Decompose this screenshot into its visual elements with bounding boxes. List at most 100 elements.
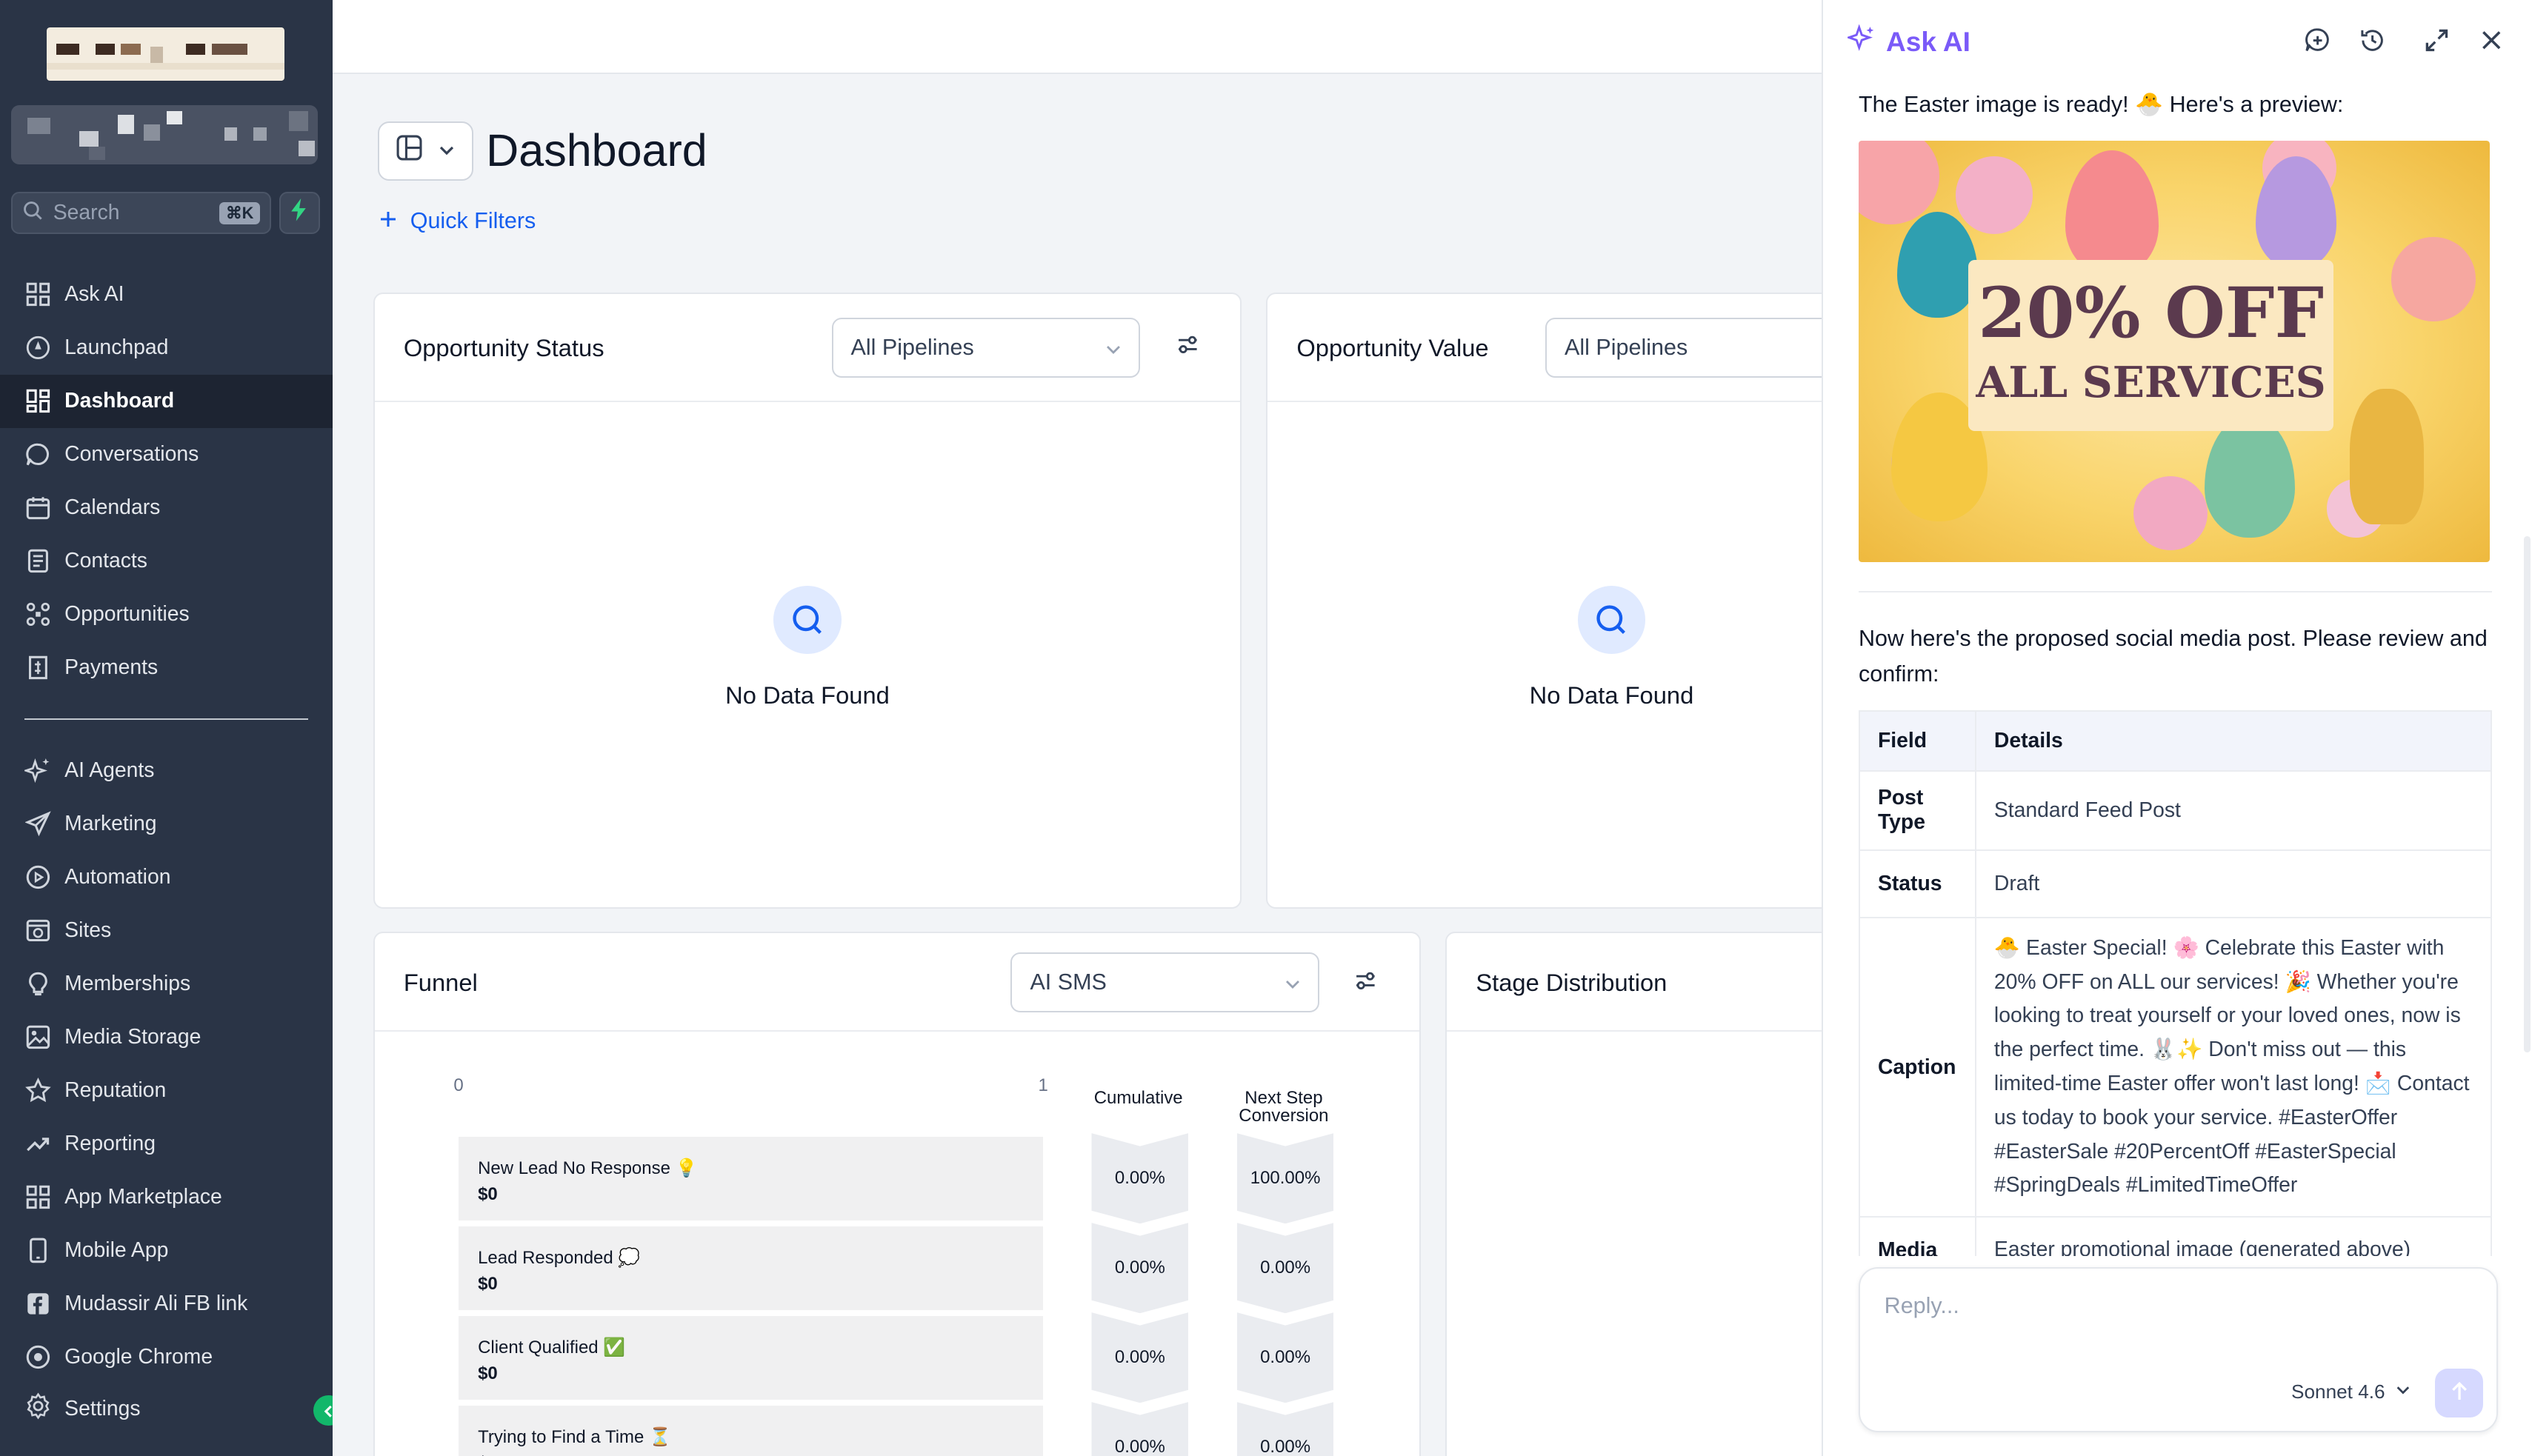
- globe-icon: [24, 917, 52, 944]
- funnel-stage[interactable]: Client Qualified ✅ $0: [458, 1315, 1044, 1400]
- sparkle-icon: [24, 757, 52, 784]
- sliders-icon[interactable]: [1353, 969, 1378, 1000]
- funnel-stage[interactable]: Trying to Find a Time ⏳ $0: [458, 1405, 1044, 1456]
- promo-banner: [1968, 259, 2333, 432]
- ai-panel-title: Ask AI: [1886, 26, 1970, 58]
- expand-icon[interactable]: [2421, 24, 2453, 57]
- contacts-icon: [24, 547, 52, 575]
- calendar-icon: [24, 494, 52, 521]
- sidebar-item-label: App Marketplace: [64, 1184, 222, 1209]
- select-value: All Pipelines: [1565, 335, 1688, 361]
- card-title: Stage Distribution: [1476, 968, 1668, 996]
- ask-ai-panel: Ask AI The Easter image is ready! 🐣 Here…: [1822, 0, 2532, 1456]
- funnel-stage[interactable]: New Lead No Response 💡 $0: [458, 1136, 1044, 1220]
- card-header: Funnel AI SMS: [374, 933, 1420, 1032]
- quick-action-button[interactable]: [279, 192, 320, 235]
- new-chat-icon[interactable]: [2301, 24, 2333, 57]
- sidebar-item-label: Calendars: [64, 495, 161, 520]
- ai-conversation[interactable]: The Easter image is ready! 🐣 Here's a pr…: [1823, 84, 2532, 1257]
- field-cell: Media: [1858, 1215, 1976, 1257]
- sidebar-item-media-storage[interactable]: Media Storage: [0, 1011, 333, 1064]
- opportunities-icon: [24, 601, 52, 628]
- page-title: Dashboard: [486, 124, 707, 176]
- sidebar-item-ask-ai[interactable]: Ask AI: [0, 268, 333, 321]
- details-cell: Standard Feed Post: [1974, 769, 2492, 852]
- search-shortcut: ⌘K: [219, 201, 261, 224]
- details-cell: Easter promotional image (generated abov…: [1974, 1215, 2492, 1257]
- sidebar-item-launchpad[interactable]: Launchpad: [0, 321, 333, 375]
- image-icon: [24, 1023, 52, 1051]
- sidebar: Search ⌘K Ask AI Launchpad Dashboard Conver…: [0, 0, 333, 1456]
- sidebar-item-mudassir-ali-fb-link[interactable]: Mudassir Ali FB link: [0, 1277, 333, 1330]
- sidebar-item-label: Launchpad: [64, 335, 169, 360]
- next-step-header: Next Step Conversion: [1230, 1089, 1337, 1125]
- close-icon[interactable]: [2476, 24, 2508, 57]
- model-selector[interactable]: Sonnet 4.6: [2291, 1380, 2411, 1403]
- send-icon: [24, 810, 52, 838]
- sidebar-item-opportunities[interactable]: Opportunities: [0, 588, 333, 641]
- reply-input[interactable]: Reply... Sonnet 4.6: [1858, 1267, 2499, 1432]
- sidebar-item-mobile-app[interactable]: Mobile App: [0, 1223, 333, 1277]
- funnel-cumulative-value: 0.00%: [1091, 1133, 1188, 1223]
- history-icon[interactable]: [2356, 24, 2388, 57]
- empty-state-label: No Data Found: [725, 681, 890, 709]
- funnel-stage[interactable]: Lead Responded 💭 $0: [458, 1226, 1044, 1310]
- select-value: All Pipelines: [850, 335, 974, 361]
- sidebar-item-marketing[interactable]: Marketing: [0, 798, 333, 851]
- sidebar-item-reporting[interactable]: Reporting: [0, 1118, 333, 1171]
- funnel-stage-amount: $0: [478, 1183, 498, 1204]
- dashboard-switcher-button[interactable]: [378, 121, 473, 181]
- sidebar-item-dashboard[interactable]: Dashboard: [0, 374, 333, 428]
- account-switcher[interactable]: [11, 104, 319, 165]
- table-row: Post Type Standard Feed Post: [1858, 769, 2492, 852]
- card-title: Funnel: [403, 968, 478, 996]
- ai-panel-header: Ask AI: [1823, 0, 2532, 84]
- sidebar-item-label: Media Storage: [64, 1025, 201, 1049]
- chevron-down-icon: [438, 136, 456, 166]
- sidebar-item-calendars[interactable]: Calendars: [0, 481, 333, 535]
- ai-message-preview: The Easter image is ready! 🐣 Here's a pr…: [1858, 91, 2344, 117]
- company-logo: [47, 27, 284, 81]
- sidebar-item-settings[interactable]: Settings: [0, 1382, 333, 1435]
- collapse-sidebar-button[interactable]: [313, 1395, 333, 1426]
- quick-filters-button[interactable]: Quick Filters: [379, 208, 536, 234]
- funnel-cumulative-value: 0.00%: [1091, 1402, 1188, 1456]
- sidebar-item-ai-agents[interactable]: AI Agents: [0, 744, 333, 798]
- quick-filters-label: Quick Filters: [410, 208, 536, 234]
- pipeline-select[interactable]: All Pipelines: [1545, 318, 1854, 378]
- gear-icon: [24, 1392, 52, 1426]
- search-input[interactable]: Search ⌘K: [11, 192, 272, 235]
- sidebar-nav-primary: Ask AI Launchpad Dashboard Conversations Cal…: [0, 268, 333, 695]
- funnel-pipeline-select[interactable]: AI SMS: [1010, 952, 1319, 1012]
- sidebar-item-sites[interactable]: Sites: [0, 904, 333, 958]
- sidebar-item-automation[interactable]: Automation: [0, 851, 333, 904]
- send-button[interactable]: [2435, 1369, 2484, 1417]
- sidebar-item-google-chrome[interactable]: Google Chrome: [0, 1330, 333, 1383]
- search-icon: [773, 586, 842, 654]
- funnel-card: Funnel AI SMS 0 1 Cumulative Next Step C…: [373, 931, 1422, 1456]
- sliders-icon[interactable]: [1176, 333, 1200, 364]
- sidebar-item-app-marketplace[interactable]: App Marketplace: [0, 1170, 333, 1223]
- funnel-stage-name: Trying to Find a Time ⏳: [478, 1426, 671, 1447]
- plus-icon: [379, 208, 397, 234]
- sidebar-item-contacts[interactable]: Contacts: [0, 535, 333, 588]
- reply-placeholder: Reply...: [1884, 1292, 1959, 1318]
- funnel-next-step-value: 0.00%: [1237, 1402, 1334, 1456]
- dashboard-icon: [24, 387, 52, 415]
- sidebar-item-label: AI Agents: [64, 758, 155, 783]
- sidebar-nav-secondary: AI Agents Marketing Automation Sites Members…: [0, 744, 333, 1383]
- scrollbar[interactable]: [2524, 535, 2531, 1053]
- chrome-icon: [24, 1343, 52, 1371]
- apps-icon: [24, 1183, 52, 1211]
- empty-state-label: No Data Found: [1529, 681, 1694, 709]
- sidebar-item-label: Marketing: [64, 812, 157, 836]
- sidebar-item-label: Conversations: [64, 442, 199, 467]
- sidebar-item-memberships[interactable]: Memberships: [0, 958, 333, 1011]
- column-header: Field: [1858, 710, 1976, 772]
- table-row: Media Easter promotional image (generate…: [1858, 1215, 2492, 1257]
- sidebar-item-payments[interactable]: Payments: [0, 641, 333, 694]
- sidebar-item-conversations[interactable]: Conversations: [0, 428, 333, 481]
- pipeline-select[interactable]: All Pipelines: [831, 318, 1140, 378]
- funnel-next-step-value: 100.00%: [1237, 1133, 1334, 1223]
- sidebar-item-reputation[interactable]: Reputation: [0, 1064, 333, 1118]
